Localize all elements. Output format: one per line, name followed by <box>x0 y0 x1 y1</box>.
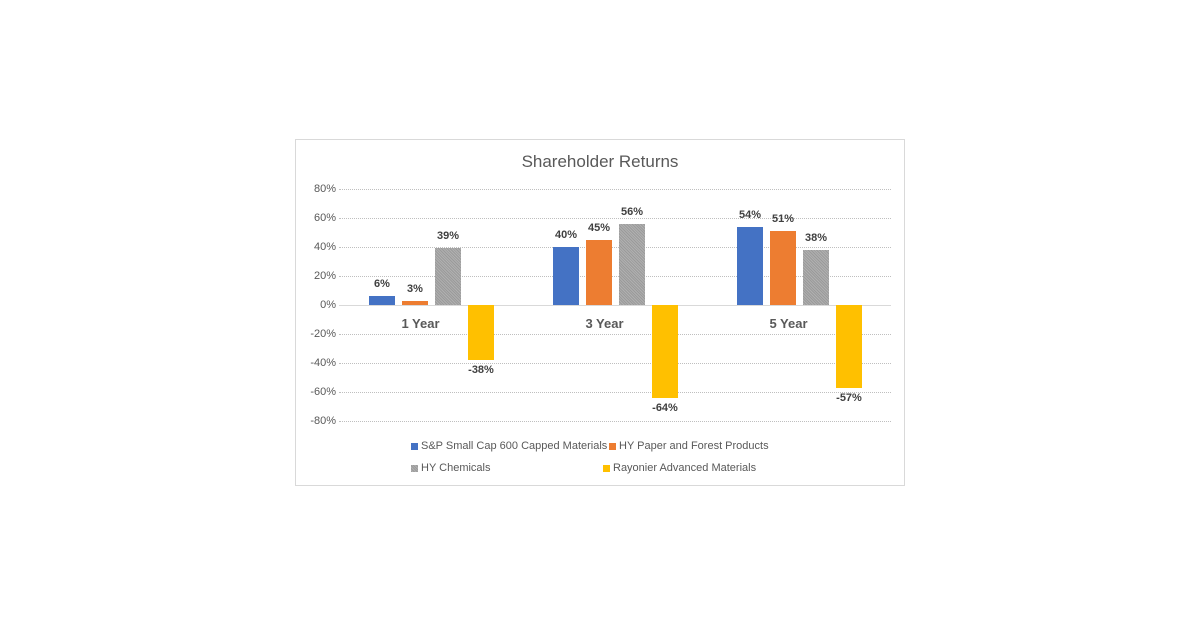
y-tick-label: 0% <box>320 299 336 311</box>
y-tick-label: 80% <box>313 183 336 195</box>
bar <box>836 305 862 388</box>
bar <box>803 249 829 305</box>
bar <box>553 247 579 305</box>
data-label: 3% <box>407 282 423 295</box>
legend-item: S&P Small Cap 600 Capped Materials <box>411 440 607 452</box>
gridline <box>339 421 891 422</box>
y-tick-label: 60% <box>313 212 336 224</box>
bar <box>586 239 612 305</box>
data-label: 56% <box>620 205 644 218</box>
data-label: -38% <box>468 364 494 377</box>
data-label: 51% <box>771 213 795 226</box>
legend-item: Rayonier Advanced Materials <box>603 462 756 474</box>
bar <box>435 248 461 305</box>
gridline <box>339 276 891 277</box>
data-label: 39% <box>436 230 460 243</box>
data-label: -64% <box>652 401 678 414</box>
legend-swatch <box>411 464 418 472</box>
gridline <box>339 334 891 335</box>
legend-label: HY Chemicals <box>421 462 491 474</box>
category-label: 5 Year <box>769 316 808 331</box>
legend-label: Rayonier Advanced Materials <box>613 462 757 474</box>
gridline <box>339 218 891 219</box>
y-tick-label: -80% <box>310 415 336 427</box>
legend-swatch <box>411 442 418 450</box>
gridline <box>339 247 891 248</box>
bar <box>369 296 395 305</box>
y-tick-label: 20% <box>313 270 336 282</box>
data-label: 38% <box>804 231 828 244</box>
legend-item: HY Paper and Forest Products <box>609 440 769 452</box>
gridline <box>339 363 891 364</box>
gridline <box>339 392 891 393</box>
data-label: -57% <box>836 391 862 404</box>
category-label: 1 Year <box>401 316 440 331</box>
bar <box>468 305 494 361</box>
bar <box>770 231 796 305</box>
y-tick-label: -40% <box>310 357 336 369</box>
data-label: 40% <box>554 229 578 241</box>
category-label: 3 Year <box>585 316 624 331</box>
legend-label: HY Paper and Forest Products <box>619 440 769 452</box>
bar <box>619 223 645 305</box>
gridline <box>339 189 891 190</box>
chart-frame: Shareholder Returns 80% 60% 40% 20% 0% -20% -4… <box>295 139 905 486</box>
bar <box>737 226 763 305</box>
legend-swatch <box>609 442 616 450</box>
chart-title: Shareholder Returns <box>521 152 679 171</box>
y-tick-label: -20% <box>310 328 336 340</box>
data-label: 45% <box>587 221 611 234</box>
data-label: 54% <box>738 208 762 221</box>
bar <box>652 305 678 398</box>
gridline <box>339 305 891 306</box>
legend-label: S&P Small Cap 600 Capped Materials <box>421 440 608 452</box>
legend-swatch <box>603 464 610 472</box>
bar <box>402 300 428 305</box>
y-tick-label: -60% <box>310 386 336 398</box>
y-tick-label: 40% <box>313 241 336 253</box>
legend-item: HY Chemicals <box>411 462 491 474</box>
data-label: 6% <box>374 278 390 291</box>
